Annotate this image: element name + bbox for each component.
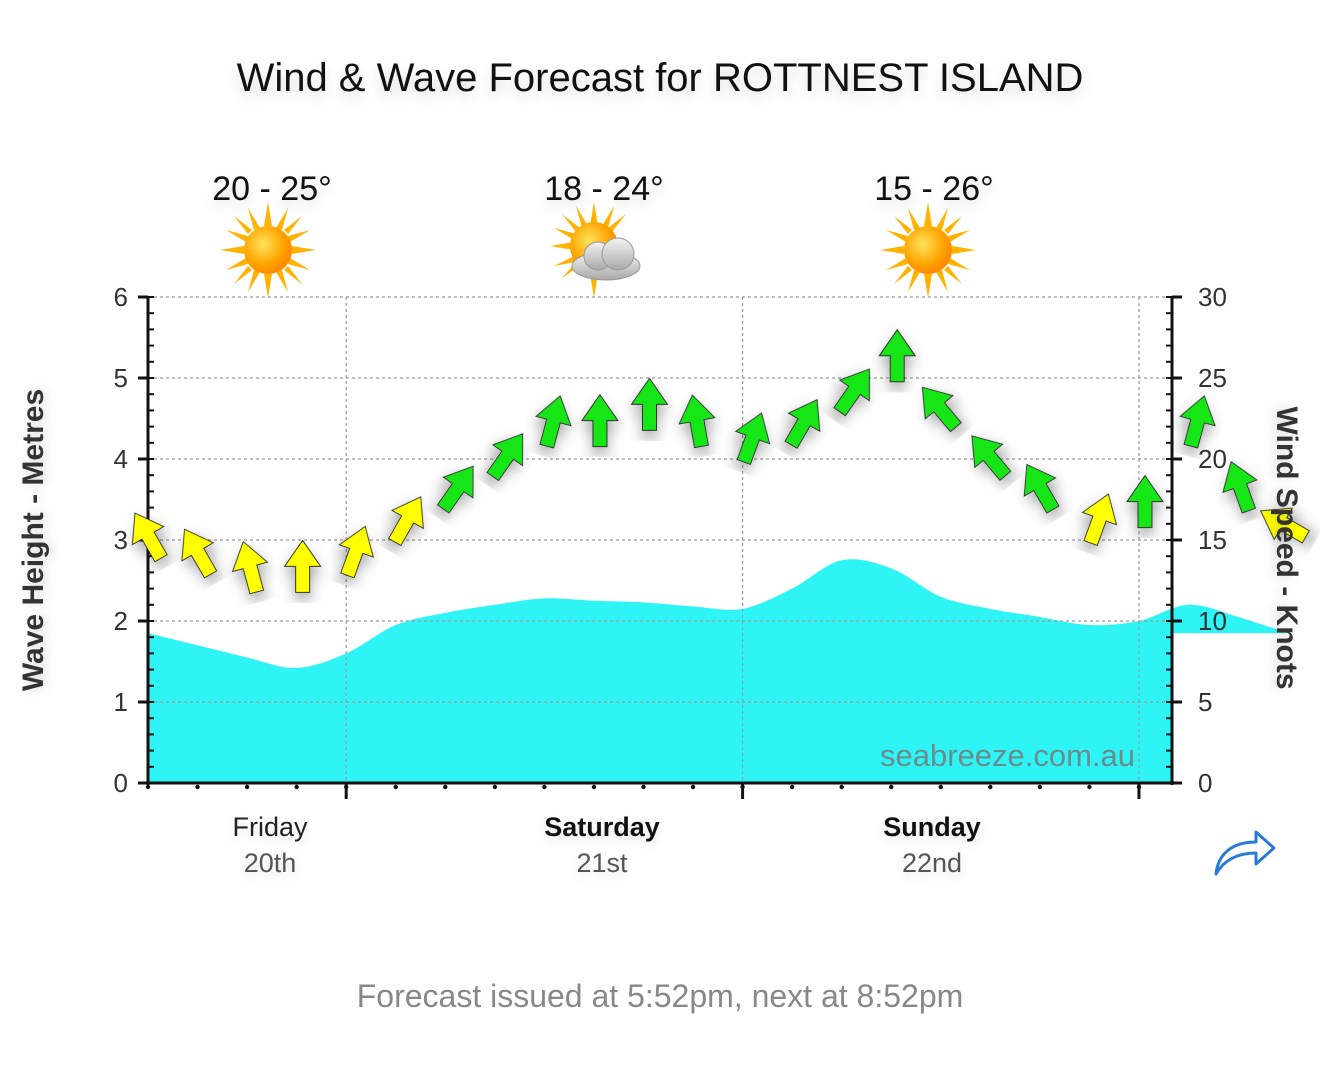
y-left-tick-label: 1 xyxy=(114,687,128,717)
x-minor-tick xyxy=(542,784,547,790)
y-right-tick-label: 20 xyxy=(1198,444,1227,474)
x-minor-tick xyxy=(1037,784,1043,790)
wind-arrow xyxy=(486,433,524,482)
y-left-tick-label: 3 xyxy=(114,525,128,555)
x-minor-tick xyxy=(641,784,646,790)
x-minor-tick xyxy=(393,784,398,790)
x-minor-tick xyxy=(690,784,696,790)
temp-range-day-3: 15 - 26° xyxy=(874,170,994,208)
y-right-tick-label: 10 xyxy=(1198,606,1227,636)
y-right-tick-label: 5 xyxy=(1198,687,1212,717)
x-minor-tick xyxy=(938,784,943,790)
wind-arrow xyxy=(338,525,374,579)
sunny-icon xyxy=(220,202,316,298)
wind-arrow xyxy=(921,386,962,433)
temp-range-day-2: 18 - 24° xyxy=(544,170,664,208)
wave-height-area xyxy=(148,559,1288,783)
x-minor-tick xyxy=(839,784,844,790)
wind-arrow xyxy=(1126,474,1164,529)
wind-arrow xyxy=(231,540,269,595)
wind-arrow xyxy=(580,393,619,448)
x-minor-tick xyxy=(195,784,200,790)
y-axis-right-label: Wind Speed - Knots xyxy=(1270,406,1303,690)
share-arrow-icon[interactable] xyxy=(1210,826,1280,878)
x-minor-tick xyxy=(889,784,894,790)
wind-arrow xyxy=(1222,460,1258,514)
x-minor-tick xyxy=(789,784,795,790)
partly-cloudy-icon xyxy=(550,202,641,298)
y-axis-left-label: Wave Height - Metres xyxy=(17,388,50,692)
page-title: Wind & Wave Forecast for ROTTNEST ISLAND xyxy=(236,56,1084,100)
y-right-tick-label: 25 xyxy=(1198,363,1227,393)
sunny-icon xyxy=(880,202,976,298)
watermark: seabreeze.com.au xyxy=(880,738,1136,773)
wind-arrow xyxy=(784,398,821,449)
y-left-tick-label: 6 xyxy=(114,282,128,312)
temp-range-day-1: 20 - 25° xyxy=(212,170,332,208)
y-left-tick-label: 0 xyxy=(114,768,128,798)
x-minor-tick xyxy=(1087,784,1092,790)
wind-arrow xyxy=(678,394,716,449)
wind-arrow xyxy=(1179,395,1216,449)
wind-arrow xyxy=(734,412,771,465)
wind-arrow xyxy=(1023,463,1060,514)
x-minor-tick xyxy=(988,784,993,790)
wind-arrow xyxy=(387,496,424,547)
day-date-sunday: 22nd xyxy=(901,848,963,878)
wind-arrow xyxy=(630,377,669,431)
y-left-tick-label: 5 xyxy=(114,363,128,393)
x-minor-tick xyxy=(145,784,151,790)
x-minor-tick xyxy=(244,784,250,790)
wind-arrow xyxy=(1081,493,1118,546)
day-label-sunday: Sunday xyxy=(883,812,981,842)
x-minor-tick xyxy=(591,784,597,790)
wind-arrow xyxy=(131,512,168,563)
y-right-tick-label: 30 xyxy=(1198,282,1227,312)
wind-arrow xyxy=(181,528,218,579)
y-right-tick-label: 0 xyxy=(1198,768,1212,798)
y-left-tick-label: 4 xyxy=(114,444,128,474)
wind-arrow xyxy=(1259,507,1310,544)
wind-arrow xyxy=(283,539,322,593)
x-minor-tick xyxy=(443,784,448,790)
wind-arrow xyxy=(535,395,572,449)
wind-arrow xyxy=(833,368,870,417)
y-right-tick-label: 15 xyxy=(1198,525,1227,555)
wind-arrow xyxy=(436,465,474,514)
x-minor-tick xyxy=(492,784,498,790)
day-date-saturday: 21st xyxy=(576,848,628,878)
forecast-issued-text: Forecast issued at 5:52pm, next at 8:52p… xyxy=(356,978,964,1014)
x-minor-tick xyxy=(294,784,299,790)
day-label-saturday: Saturday xyxy=(544,812,660,842)
y-left-tick-label: 2 xyxy=(114,606,128,636)
day-label-friday: Friday xyxy=(232,812,308,842)
wind-arrow xyxy=(878,328,917,383)
wind-arrow xyxy=(971,435,1012,481)
day-date-friday: 20th xyxy=(243,848,297,878)
